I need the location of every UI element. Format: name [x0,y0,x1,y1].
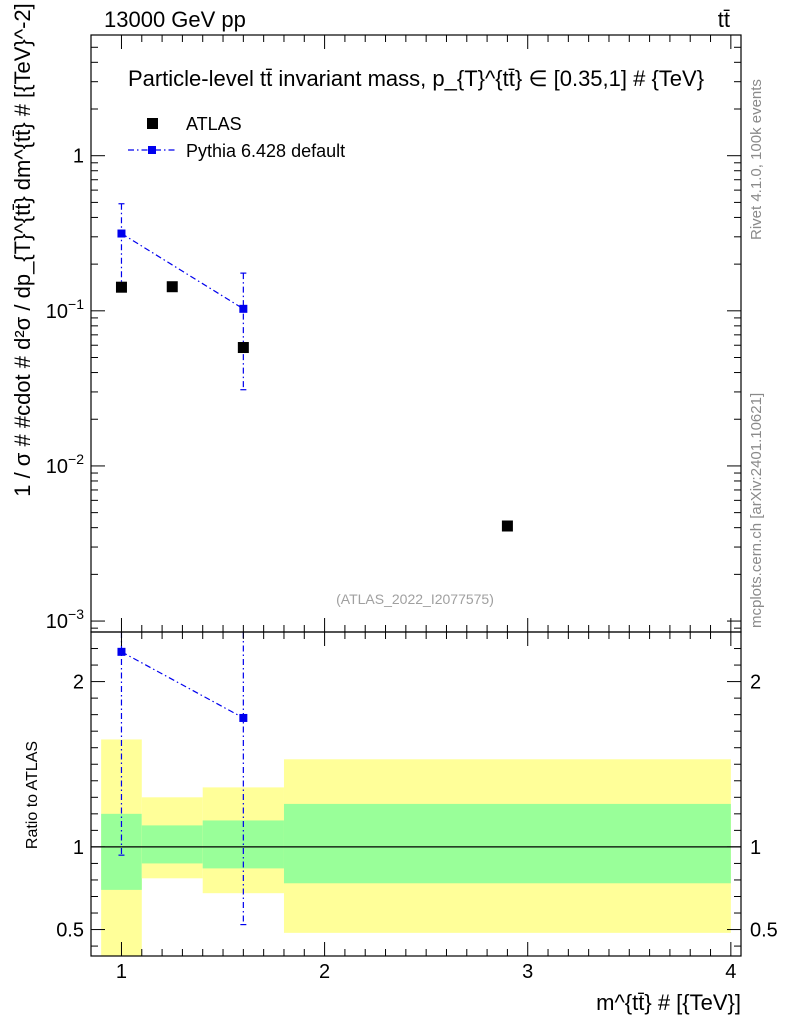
main-y-tick-label: 1 [73,146,84,168]
x-tick-label: 2 [319,961,330,983]
legend-atlas-marker [147,118,158,129]
y-tick-base: 10 [46,611,68,633]
ratio-panel: 1 2 3 4 0.5 0.5 1 1 2 2 Ratio to ATLAS m^{tt̄} # … [24,631,778,1015]
legend-atlas-label: ATLAS [186,114,242,134]
y-tick-exponent: −3 [68,606,84,622]
main-axes: 110−110−210−3 [46,34,741,633]
main-panel: 110−110−210−3 Particle-level tt̄ invaria… [10,3,742,633]
header-left-label: 13000 GeV pp [104,7,246,32]
legend-pythia-marker [148,146,156,154]
ratio-y-tick-label-right: 0.5 [750,920,778,942]
ratio-band-green [283,803,731,884]
main-y-tick-label: 10−3 [46,606,84,633]
ratio-pythia-point [239,713,248,722]
ratio-y-tick-label-right: 1 [750,837,761,859]
ratio-y-tick-label-right: 2 [750,672,761,694]
main-atlas-point [501,520,513,532]
header-right-label: tt̄ [718,7,730,32]
y-tick-exponent: −2 [68,451,84,467]
chart-title: Particle-level tt̄ invariant mass, p_{T}… [128,66,704,91]
y-tick-exponent: −1 [68,296,84,312]
ratio-axes: 1 2 3 4 0.5 0.5 1 1 2 2 [56,632,778,983]
y-tick-base: 10 [46,456,68,478]
x-tick-label: 3 [522,961,533,983]
x-axis-label: m^{tt̄} # [{TeV}] [596,990,741,1015]
main-atlas-point [115,281,127,293]
mcplots-label: mcplots.cern.ch [arXiv:2401.10621] [748,393,765,628]
main-y-axis-label: 1 / σ # #cdot # d²σ / dp_{T}^{tt̄} dm^{t… [10,3,35,497]
y-tick-base: 1 [73,146,84,168]
main-panel-data [115,203,513,532]
ratio-pythia-line [121,651,244,719]
main-y-tick-label: 10−1 [46,296,84,323]
y-tick-base: 10 [46,301,68,323]
main-atlas-point [237,342,249,354]
legend: ATLAS Pythia 6.428 default [128,114,345,161]
ratio-panel-data [91,632,741,956]
ratio-panel-frame [90,631,742,957]
ratio-y-axis-label: Ratio to ATLAS [24,741,41,849]
ratio-pythia-point [117,647,126,656]
main-pythia-point [239,304,248,313]
ratio-y-tick-label-left: 1 [73,837,84,859]
ratio-y-tick-label-left: 2 [73,672,84,694]
x-tick-label: 1 [116,961,127,983]
legend-pythia-label: Pythia 6.428 default [186,141,345,161]
watermark-analysis-id: (ATLAS_2022_I2077575) [336,591,494,607]
main-pythia-line [121,233,244,310]
main-atlas-point [166,281,178,293]
rivet-version-label: Rivet 4.1.0, 100k events [748,79,765,240]
main-y-tick-label: 10−2 [46,451,84,478]
main-pythia-point [117,229,126,238]
ratio-band-green [141,825,203,864]
ratio-y-tick-label-left: 0.5 [56,920,84,942]
x-tick-label: 4 [725,961,736,983]
